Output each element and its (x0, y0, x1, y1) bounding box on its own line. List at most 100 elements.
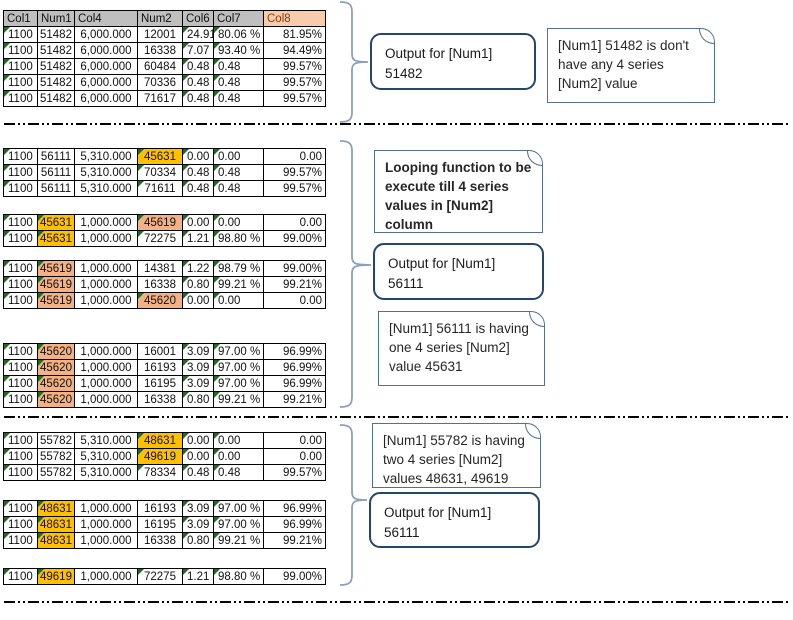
table-cell[interactable]: 99.57% (264, 181, 326, 197)
column-header-num2[interactable]: Num2 (138, 11, 183, 27)
table-cell[interactable]: 5,310.000 (75, 165, 138, 181)
table-cell[interactable]: 1,000.000 (75, 501, 138, 517)
table-cell[interactable]: 1100 (4, 360, 38, 376)
table-cell[interactable]: 0.00 (183, 215, 214, 231)
table-cell[interactable]: 0.48 (214, 181, 264, 197)
table-cell[interactable]: 0.48 (214, 59, 264, 75)
table-cell[interactable]: 0.00 (214, 449, 264, 465)
table-cell[interactable]: 56111 (38, 165, 75, 181)
table-cell[interactable]: 99.00% (264, 231, 326, 247)
table-cell[interactable]: 99.21% (264, 392, 326, 408)
table-cell[interactable]: 0.00 (214, 433, 264, 449)
table-cell[interactable]: 16195 (138, 376, 183, 392)
table-cell[interactable]: 99.57% (264, 165, 326, 181)
table-cell[interactable]: 0.80 (183, 277, 214, 293)
table-cell[interactable]: 1100 (4, 75, 38, 91)
table-cell[interactable]: 0.00 (264, 293, 326, 309)
table-cell[interactable]: 3.09 (183, 376, 214, 392)
table-cell[interactable]: 0.48 (214, 75, 264, 91)
table-cell[interactable]: 51482 (38, 27, 75, 43)
table-cell[interactable]: 1,000.000 (75, 215, 138, 231)
table-cell[interactable]: 0.00 (183, 433, 214, 449)
table-cell[interactable]: 97.00 % (214, 517, 264, 533)
table-cell[interactable]: 12001 (138, 27, 183, 43)
table-cell[interactable]: 0.80 (183, 392, 214, 408)
table-cell[interactable]: 1100 (4, 293, 38, 309)
table-cell[interactable]: 1100 (4, 376, 38, 392)
table-cell[interactable]: 0.00 (183, 293, 214, 309)
table-cell[interactable]: 99.21 % (214, 277, 264, 293)
table-cell[interactable]: 55782 (38, 449, 75, 465)
table-cell[interactable]: 45619 (38, 277, 75, 293)
table-cell[interactable]: 80.06 % (214, 27, 264, 43)
table-cell[interactable]: 97.00 % (214, 376, 264, 392)
table-cell[interactable]: 16193 (138, 501, 183, 517)
table-cell[interactable]: 45620 (38, 376, 75, 392)
table-cell[interactable]: 99.21% (264, 533, 326, 549)
table-cell[interactable]: 6,000.000 (75, 59, 138, 75)
table-cell[interactable]: 49619 (38, 569, 75, 585)
table-cell[interactable]: 45631 (38, 231, 75, 247)
table-cell[interactable]: 98.80 % (214, 569, 264, 585)
table-cell[interactable]: 14381 (138, 261, 183, 277)
table-cell[interactable]: 16338 (138, 392, 183, 408)
table-cell[interactable]: 45620 (38, 344, 75, 360)
table-cell[interactable]: 5,310.000 (75, 149, 138, 165)
table-cell[interactable]: 1100 (4, 231, 38, 247)
table-cell[interactable]: 55782 (38, 465, 75, 481)
table-cell[interactable]: 96.99% (264, 376, 326, 392)
table-cell[interactable]: 24.91 (183, 27, 214, 43)
table-cell[interactable]: 0.00 (214, 215, 264, 231)
table-cell[interactable]: 93.40 % (214, 43, 264, 59)
table-cell[interactable]: 1100 (4, 569, 38, 585)
table-cell[interactable]: 6,000.000 (75, 75, 138, 91)
table-cell[interactable]: 99.57% (264, 75, 326, 91)
table-cell[interactable]: 72275 (138, 231, 183, 247)
column-header-col7[interactable]: Col7 (214, 11, 264, 27)
table-cell[interactable]: 45620 (138, 293, 183, 309)
column-header-col4[interactable]: Col4 (75, 11, 138, 27)
table-cell[interactable]: 96.99% (264, 517, 326, 533)
table-cell[interactable]: 1100 (4, 277, 38, 293)
table-cell[interactable]: 55782 (38, 433, 75, 449)
table-cell[interactable]: 5,310.000 (75, 433, 138, 449)
table-cell[interactable]: 16195 (138, 517, 183, 533)
table-cell[interactable]: 56111 (38, 149, 75, 165)
table-cell[interactable]: 0.00 (264, 449, 326, 465)
table-cell[interactable]: 0.80 (183, 533, 214, 549)
table-cell[interactable]: 16193 (138, 360, 183, 376)
table-cell[interactable]: 5,310.000 (75, 181, 138, 197)
table-cell[interactable]: 51482 (38, 75, 75, 91)
table-cell[interactable]: 0.48 (183, 181, 214, 197)
table-cell[interactable]: 6,000.000 (75, 91, 138, 107)
table-cell[interactable]: 99.57% (264, 91, 326, 107)
table-cell[interactable]: 48631 (38, 517, 75, 533)
table-cell[interactable]: 45620 (38, 360, 75, 376)
table-cell[interactable]: 78334 (138, 465, 183, 481)
table-cell[interactable]: 1100 (4, 344, 38, 360)
table-cell[interactable]: 99.21 % (214, 392, 264, 408)
table-cell[interactable]: 1100 (4, 59, 38, 75)
table-cell[interactable]: 0.00 (183, 149, 214, 165)
table-cell[interactable]: 0.00 (214, 149, 264, 165)
table-cell[interactable]: 45620 (38, 392, 75, 408)
table-cell[interactable]: 51482 (38, 43, 75, 59)
table-cell[interactable]: 45619 (138, 215, 183, 231)
table-cell[interactable]: 48631 (38, 533, 75, 549)
table-cell[interactable]: 1,000.000 (75, 569, 138, 585)
table-cell[interactable]: 99.00% (264, 569, 326, 585)
table-cell[interactable]: 70334 (138, 165, 183, 181)
table-cell[interactable]: 45631 (138, 149, 183, 165)
table-cell[interactable]: 99.21 % (214, 533, 264, 549)
table-cell[interactable]: 6,000.000 (75, 27, 138, 43)
table-cell[interactable]: 1,000.000 (75, 293, 138, 309)
table-cell[interactable]: 1.21 (183, 569, 214, 585)
table-cell[interactable]: 48631 (38, 501, 75, 517)
table-cell[interactable]: 81.95% (264, 27, 326, 43)
table-cell[interactable]: 6,000.000 (75, 43, 138, 59)
column-header-num1[interactable]: Num1 (38, 11, 75, 27)
table-cell[interactable]: 0.00 (264, 433, 326, 449)
table-cell[interactable]: 71617 (138, 91, 183, 107)
table-cell[interactable]: 60484 (138, 59, 183, 75)
table-cell[interactable]: 1,000.000 (75, 261, 138, 277)
